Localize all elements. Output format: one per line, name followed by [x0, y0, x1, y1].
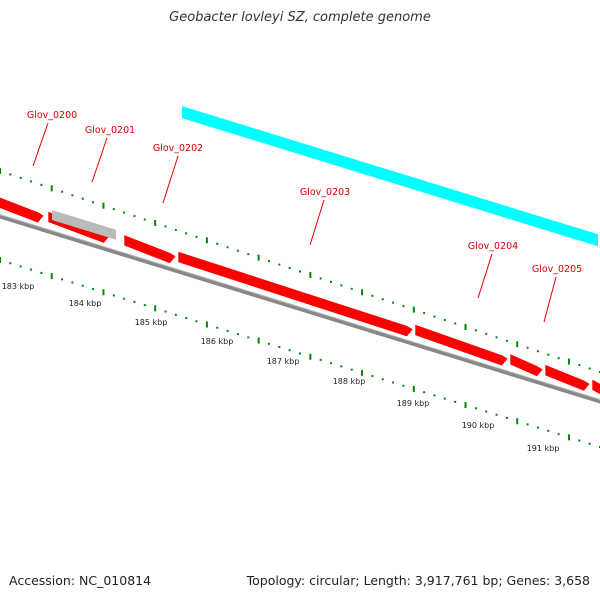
kbp-label: 185 kbp: [135, 318, 168, 327]
gene-label-leader: [543, 276, 557, 323]
inner-tick-track: [0, 257, 600, 448]
gene-label: Glov_0202: [153, 143, 203, 154]
gene-label-group: Glov_0200 Glov_0201 Glov_0202 Glov_0203 Glov…: [27, 110, 582, 323]
genome-backbone: [0, 214, 600, 404]
kbp-label-group: 183 kbp 184 kbp 185 kbp 186 kbp 187 kbp 188 k…: [2, 282, 560, 453]
kbp-label: 190 kbp: [462, 421, 495, 430]
gene-glov-0205-red: [509, 353, 544, 378]
gene-glov-0203-red: [177, 250, 414, 337]
kbp-label: 187 kbp: [267, 357, 300, 366]
backbone-highlight: [0, 214, 600, 400]
gene-label: Glov_0200: [27, 110, 77, 121]
map-title: Geobacter lovleyi SZ, complete genome: [169, 10, 431, 25]
gene-label: Glov_0203: [300, 187, 350, 198]
kbp-label: 189 kbp: [397, 399, 430, 408]
gene-glov-0202: [123, 234, 177, 264]
feature-glov-0203-cyan: [182, 106, 598, 247]
genome-summary-text: Topology: circular; Length: 3,917,761 bp…: [246, 573, 590, 588]
backbone-line: [0, 214, 600, 404]
gene-label-leader: [91, 137, 108, 183]
gene-glov-0200: [0, 196, 45, 224]
gene-label-leader: [477, 253, 493, 299]
feature-glov-0201-grey: [52, 210, 116, 240]
accession-text: Accession: NC_010814: [9, 573, 152, 588]
kbp-label: 186 kbp: [201, 337, 234, 346]
gene-label: Glov_0204: [468, 241, 518, 252]
gene-label-leader: [162, 155, 179, 204]
gene-label: Glov_0205: [532, 264, 582, 275]
gene-track: [0, 106, 600, 395]
gene-glov-0206-red: [544, 364, 591, 392]
kbp-label: 191 kbp: [527, 444, 560, 453]
kbp-label: 184 kbp: [69, 299, 102, 308]
gene-glov-0207-red: [591, 378, 600, 395]
gene-label-leader: [32, 122, 49, 167]
kbp-label: 183 kbp: [2, 282, 35, 291]
gene-label: Glov_0201: [85, 125, 135, 136]
gene-glov-0204-red: [414, 323, 509, 367]
kbp-label: 188 kbp: [333, 377, 366, 386]
outer-tick-track: [0, 168, 600, 373]
gene-label-leader: [309, 199, 325, 246]
